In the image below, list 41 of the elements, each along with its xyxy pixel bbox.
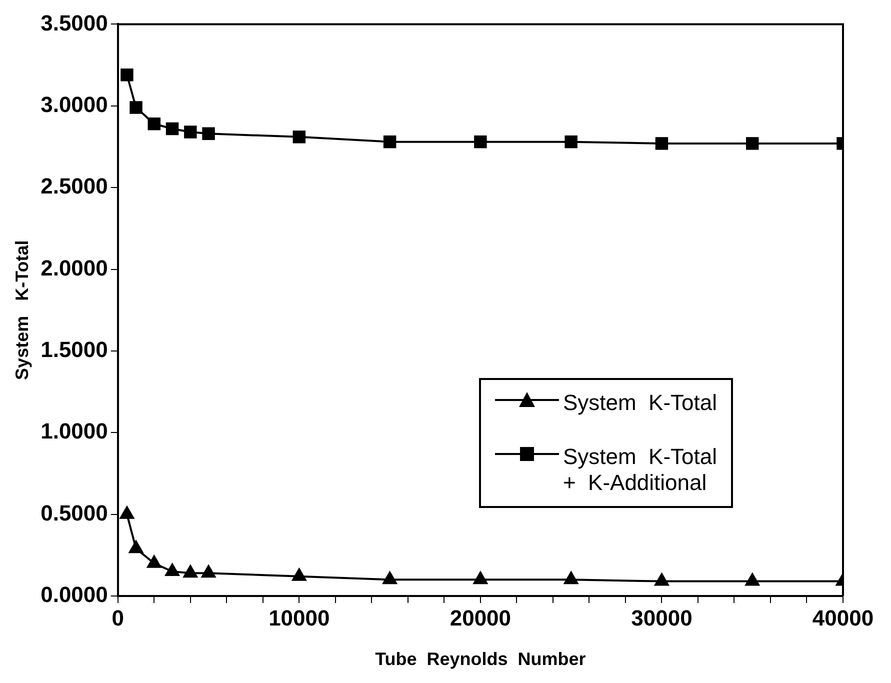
point xyxy=(746,137,759,150)
y-tick-label: 0.0000 xyxy=(40,582,108,608)
point xyxy=(166,122,179,136)
point xyxy=(472,570,488,584)
point xyxy=(383,135,396,148)
point xyxy=(164,562,180,576)
x-tick-label: 0 xyxy=(112,605,124,630)
point xyxy=(130,101,142,114)
point xyxy=(202,127,215,140)
point xyxy=(564,135,578,148)
point xyxy=(119,505,135,519)
legend-label: System K-Total xyxy=(562,390,717,416)
y-tick-label: 1.5000 xyxy=(40,337,108,362)
legend-label: System K-Total + K-Additional xyxy=(562,444,717,496)
point xyxy=(120,68,134,82)
point xyxy=(382,570,398,584)
y-tick-label: 3.5000 xyxy=(40,10,108,36)
point xyxy=(128,540,144,554)
y-axis-title: System K-Total xyxy=(12,240,32,380)
x-tick-label: 30000 xyxy=(631,605,692,630)
y-tick-label: 1.0000 xyxy=(40,418,108,444)
point xyxy=(474,135,487,148)
point xyxy=(655,137,668,150)
point xyxy=(563,570,579,584)
point xyxy=(744,572,760,586)
x-tick-label: 20000 xyxy=(450,605,512,630)
x-tick-label: 40000 xyxy=(812,605,874,630)
point xyxy=(292,130,306,144)
point xyxy=(654,572,670,586)
point xyxy=(200,564,216,578)
point xyxy=(182,564,198,578)
y-tick-label: 2.5000 xyxy=(40,174,108,199)
point xyxy=(184,126,197,138)
y-tick-label: 0.5000 xyxy=(40,500,108,526)
point xyxy=(291,567,307,581)
y-tick-label: 2.0000 xyxy=(40,255,108,280)
x-tick-label: 10000 xyxy=(268,605,330,630)
point xyxy=(148,117,161,130)
point xyxy=(146,554,162,568)
x-axis-title: Tube Reynolds Number xyxy=(375,649,586,670)
y-tick-label: 3.0000 xyxy=(40,92,108,117)
